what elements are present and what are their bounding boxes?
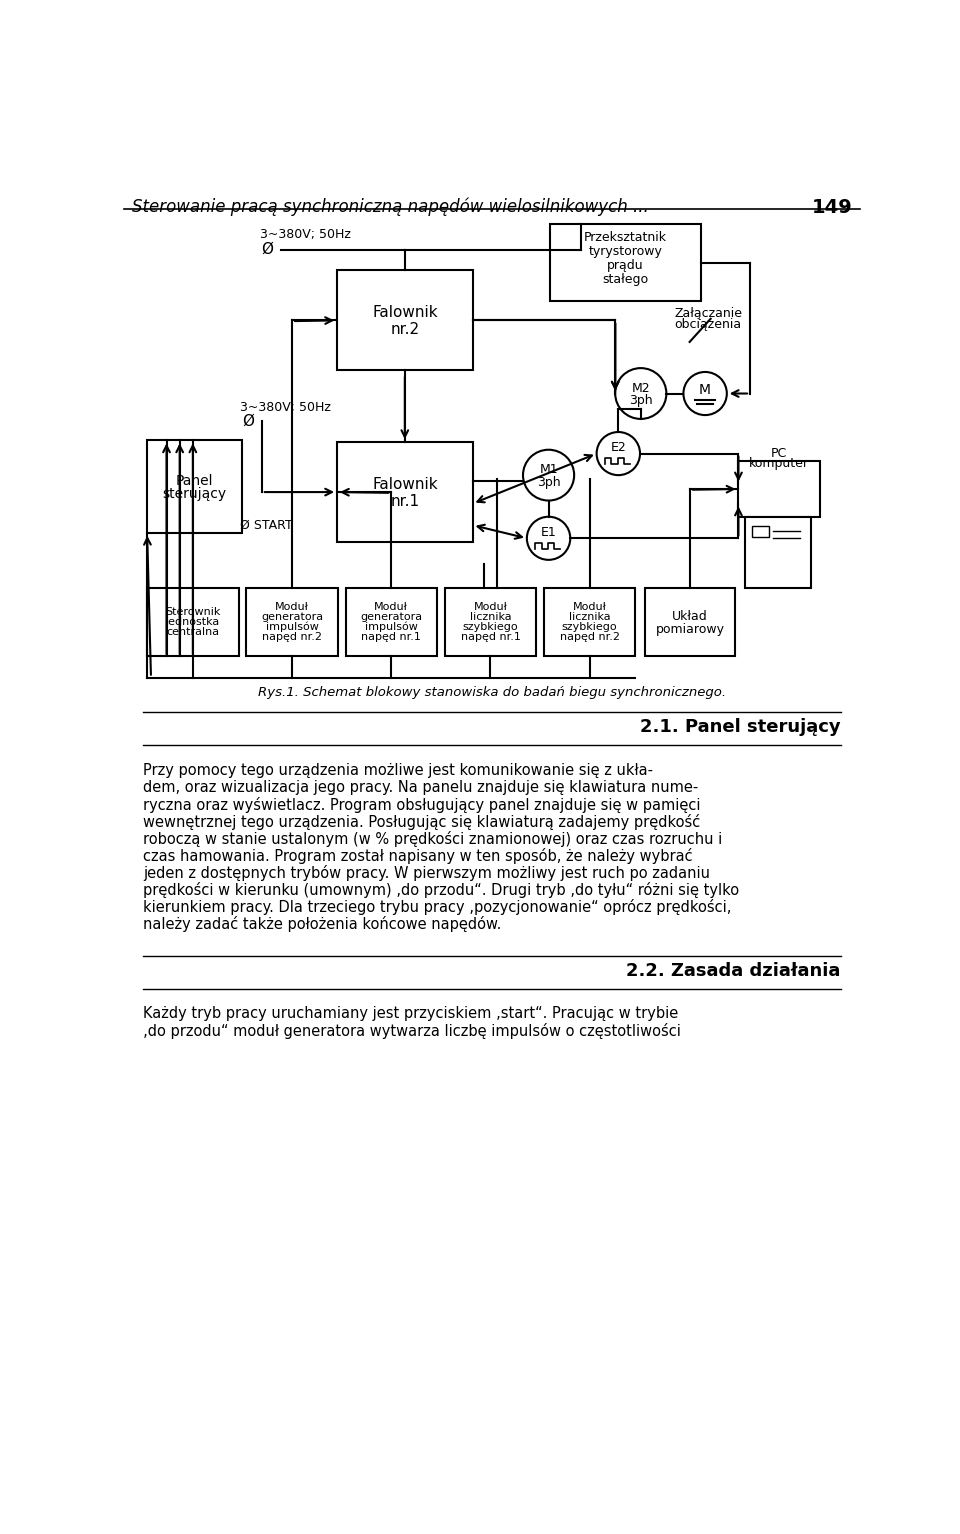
Text: dem, oraz wizualizacja jego pracy. Na panelu znajduje się klawiatura nume-: dem, oraz wizualizacja jego pracy. Na pa…	[143, 781, 699, 795]
Text: licznika: licznika	[569, 612, 611, 623]
Text: M1: M1	[540, 463, 558, 476]
Text: prądu: prądu	[608, 259, 644, 272]
Bar	[337, 442, 472, 542]
Bar	[337, 270, 472, 370]
Text: 149: 149	[811, 198, 852, 216]
Text: Przy pomocy tego urządzenia możliwe jest komunikowanie się z ukła-: Przy pomocy tego urządzenia możliwe jest…	[143, 762, 653, 778]
Text: Moduł: Moduł	[473, 603, 508, 612]
Text: generatora: generatora	[360, 612, 422, 623]
Text: licznika: licznika	[469, 612, 512, 623]
Text: Załączanie: Załączanie	[674, 307, 742, 321]
Text: 3ph: 3ph	[629, 394, 653, 407]
Text: 2.2. Zasada działania: 2.2. Zasada działania	[626, 962, 841, 980]
Text: sterujący: sterujący	[162, 488, 227, 502]
Bar	[550, 224, 701, 301]
Bar	[544, 589, 636, 657]
Text: kierunkiem pracy. Dla trzeciego trybu pracy ‚pozycjonowanie“ oprócz prędkości,: kierunkiem pracy. Dla trzeciego trybu pr…	[143, 899, 732, 914]
Text: napęd nr.2: napęd nr.2	[262, 632, 322, 643]
Text: Falownik: Falownik	[372, 477, 438, 492]
Text: wewnętrznej tego urządzenia. Posługując się klawiaturą zadajemy prędkość: wewnętrznej tego urządzenia. Posługując …	[143, 815, 701, 830]
Text: ryczna oraz wyświetlacz. Program obsługujący panel znajduje się w pamięci: ryczna oraz wyświetlacz. Program obsługu…	[143, 798, 701, 813]
Text: napęd nr.2: napęd nr.2	[560, 632, 619, 643]
Bar	[738, 462, 820, 517]
Text: Sterownik: Sterownik	[165, 607, 221, 617]
Text: nr.1: nr.1	[391, 494, 420, 509]
Text: E2: E2	[611, 440, 626, 454]
Text: napęd nr.1: napęd nr.1	[461, 632, 520, 643]
Text: M2: M2	[632, 382, 650, 394]
Text: 2.1. Panel sterujący: 2.1. Panel sterujący	[640, 718, 841, 736]
Text: jeden z dostępnych trybów pracy. W pierwszym możliwy jest ruch po zadaniu: jeden z dostępnych trybów pracy. W pierw…	[143, 865, 710, 881]
Text: Falownik: Falownik	[372, 305, 438, 321]
Text: Sterowanie pracą synchroniczną napędów wielosilnikowych ...: Sterowanie pracą synchroniczną napędów w…	[132, 198, 648, 216]
Text: Moduł: Moduł	[276, 603, 309, 612]
Text: Każdy tryb pracy uruchamiany jest przyciskiem ‚start“. Pracując w trybie: Każdy tryb pracy uruchamiany jest przyci…	[143, 1006, 679, 1020]
Text: czas hamowania. Program został napisany w ten sposób, że należy wybrać: czas hamowania. Program został napisany …	[143, 848, 693, 864]
Bar	[645, 589, 734, 657]
Bar	[444, 589, 537, 657]
Text: Przeksztatnik: Przeksztatnik	[585, 232, 667, 244]
Text: ‚do przodu“ moduł generatora wytwarza liczbę impulsów o częstotliwości: ‚do przodu“ moduł generatora wytwarza li…	[143, 1023, 682, 1039]
Text: stałego: stałego	[603, 273, 649, 285]
Bar	[346, 589, 437, 657]
Text: Moduł: Moduł	[374, 603, 408, 612]
Text: nr.2: nr.2	[391, 322, 420, 337]
Text: tyrystorowy: tyrystorowy	[588, 245, 662, 258]
Text: szybkiego: szybkiego	[562, 623, 617, 632]
Text: Ø START: Ø START	[240, 518, 293, 532]
Text: komputer: komputer	[749, 457, 808, 469]
Text: generatora: generatora	[261, 612, 324, 623]
Bar	[745, 517, 811, 588]
Text: prędkości w kierunku (umownym) ‚do przodu“. Drugi tryb ‚do tyłu“ różni się tylko: prędkości w kierunku (umownym) ‚do przod…	[143, 882, 739, 897]
Text: Rys.1. Schemat blokowy stanowiska do badań biegu synchronicznego.: Rys.1. Schemat blokowy stanowiska do bad…	[258, 686, 726, 700]
Text: 3~380V; 50Hz: 3~380V; 50Hz	[259, 227, 350, 241]
Text: Panel: Panel	[176, 474, 213, 488]
Bar	[147, 440, 242, 532]
Bar	[247, 589, 338, 657]
Text: Moduł: Moduł	[573, 603, 607, 612]
Text: napęd nr.1: napęd nr.1	[361, 632, 421, 643]
Text: centralna: centralna	[166, 627, 220, 637]
Text: impulsów: impulsów	[365, 621, 418, 632]
Text: jednostka: jednostka	[166, 617, 220, 627]
Text: M: M	[699, 382, 711, 397]
Text: PC: PC	[771, 446, 787, 460]
Text: roboczą w stanie ustalonym (w % prędkości znamionowej) oraz czas rozruchu i: roboczą w stanie ustalonym (w % prędkośc…	[143, 831, 723, 847]
Text: Ø: Ø	[261, 242, 273, 258]
Text: obciążenia: obciążenia	[674, 319, 741, 331]
Text: 3ph: 3ph	[537, 476, 561, 488]
Text: szybkiego: szybkiego	[463, 623, 518, 632]
Text: należy zadać także położenia końcowe napędów.: należy zadać także położenia końcowe nap…	[143, 916, 502, 931]
Text: 3~380V; 50Hz: 3~380V; 50Hz	[240, 400, 331, 414]
Bar	[147, 589, 239, 657]
Text: Ø: Ø	[243, 414, 254, 428]
Text: impulsów: impulsów	[266, 621, 319, 632]
Text: pomiarowy: pomiarowy	[656, 623, 725, 635]
Text: E1: E1	[540, 526, 557, 538]
Text: Układ: Układ	[672, 609, 708, 623]
Bar	[752, 526, 769, 537]
